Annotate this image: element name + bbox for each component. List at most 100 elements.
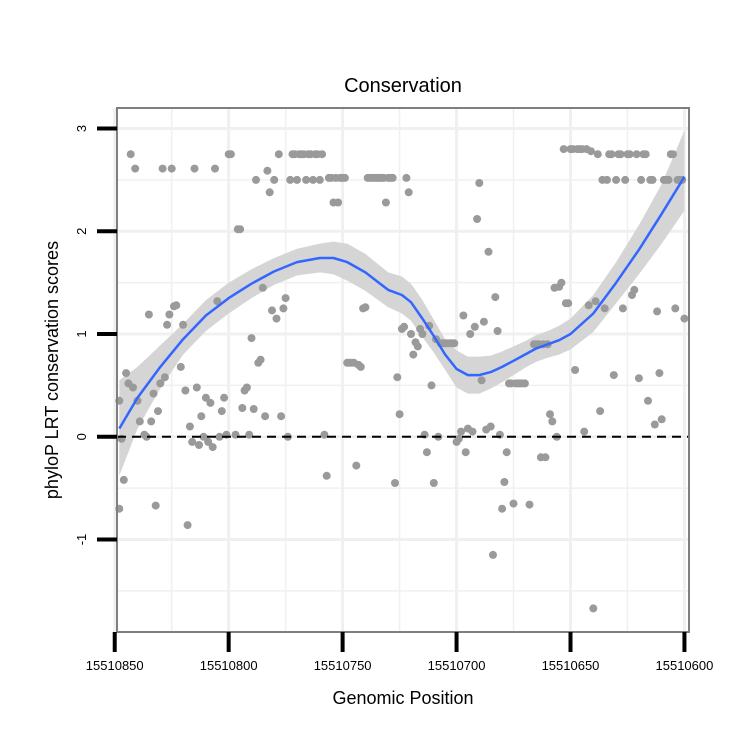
x-tick-label: 15510850 <box>86 658 144 673</box>
data-point <box>154 407 162 416</box>
data-point <box>158 164 167 173</box>
data-point <box>429 479 438 487</box>
data-point <box>502 448 511 457</box>
data-point <box>493 327 502 335</box>
data-point <box>607 150 616 159</box>
data-point <box>498 504 507 513</box>
data-point <box>201 393 210 402</box>
data-point <box>261 412 270 421</box>
data-point <box>183 521 192 530</box>
data-point <box>204 437 213 446</box>
x-tick-label: 15510600 <box>656 658 714 673</box>
data-point <box>131 164 140 173</box>
data-point <box>217 407 226 416</box>
data-point <box>634 374 643 383</box>
data-point <box>600 304 609 313</box>
data-point <box>491 293 500 302</box>
data-point <box>671 304 680 313</box>
data-point <box>309 175 317 184</box>
x-axis: 15510850 15510800 15510750 15510700 15510650… <box>86 632 714 673</box>
data-point <box>356 362 365 371</box>
data-point <box>479 317 488 326</box>
data-point <box>650 420 659 429</box>
data-point <box>632 150 641 159</box>
data-point <box>541 453 550 462</box>
data-point <box>402 173 411 182</box>
data-point <box>484 247 493 256</box>
data-point <box>340 173 349 182</box>
data-point <box>281 294 290 303</box>
data-point <box>185 422 194 431</box>
data-point <box>407 330 415 338</box>
data-point <box>680 314 689 323</box>
data-point <box>470 322 479 331</box>
data-point <box>486 422 495 431</box>
y-tick-label: -1 <box>74 534 89 546</box>
smooth-fit-line <box>118 176 686 430</box>
data-point <box>669 150 677 159</box>
data-point <box>400 322 409 331</box>
data-point <box>270 175 279 184</box>
data-points-layer <box>115 145 689 613</box>
data-point <box>315 175 324 184</box>
data-point <box>489 550 497 559</box>
data-point <box>546 410 554 419</box>
data-point <box>404 188 413 197</box>
data-point <box>612 175 621 184</box>
confidence-ribbon-layer <box>119 130 685 476</box>
data-point <box>302 175 311 184</box>
data-point <box>247 334 256 343</box>
data-point <box>256 355 265 364</box>
chart-title: Conservation <box>344 75 462 97</box>
plot-panel <box>117 108 689 632</box>
confidence-ribbon <box>119 130 685 476</box>
data-point <box>621 175 630 184</box>
data-point <box>252 175 260 184</box>
data-point <box>587 147 595 156</box>
data-point <box>591 297 600 306</box>
data-point <box>167 164 176 173</box>
data-point <box>206 398 215 407</box>
data-point <box>557 278 566 287</box>
data-point <box>564 299 573 308</box>
data-point <box>129 383 137 392</box>
data-point <box>163 320 172 329</box>
data-point <box>142 432 151 441</box>
data-point <box>122 369 131 378</box>
data-point <box>603 175 611 184</box>
y-axis: 3 2 1 0 -1 <box>74 125 117 545</box>
data-point <box>648 175 657 184</box>
data-point <box>625 150 634 159</box>
y-tick-label: 3 <box>74 125 89 132</box>
data-point <box>286 175 295 184</box>
data-point <box>653 307 662 316</box>
data-point <box>320 430 329 439</box>
data-point <box>242 383 251 392</box>
data-point <box>156 379 165 388</box>
data-point <box>571 366 580 374</box>
data-point <box>509 499 518 508</box>
data-point <box>352 461 361 470</box>
data-point <box>427 381 436 390</box>
data-point <box>388 173 397 182</box>
data-point <box>179 320 188 329</box>
data-point <box>548 417 557 426</box>
data-point <box>135 417 144 426</box>
plot-background <box>117 108 689 632</box>
data-point <box>160 373 169 382</box>
data-point <box>249 405 258 413</box>
data-point <box>473 215 482 223</box>
plot-frame <box>116 107 690 633</box>
data-point <box>215 432 224 441</box>
data-point <box>655 369 664 378</box>
data-point <box>199 432 208 441</box>
data-point <box>213 297 222 306</box>
data-point <box>272 314 281 323</box>
data-point <box>637 175 646 184</box>
data-point <box>520 379 529 388</box>
data-point <box>318 150 327 159</box>
data-point <box>197 412 206 421</box>
data-point <box>151 501 160 510</box>
data-point <box>418 330 427 338</box>
